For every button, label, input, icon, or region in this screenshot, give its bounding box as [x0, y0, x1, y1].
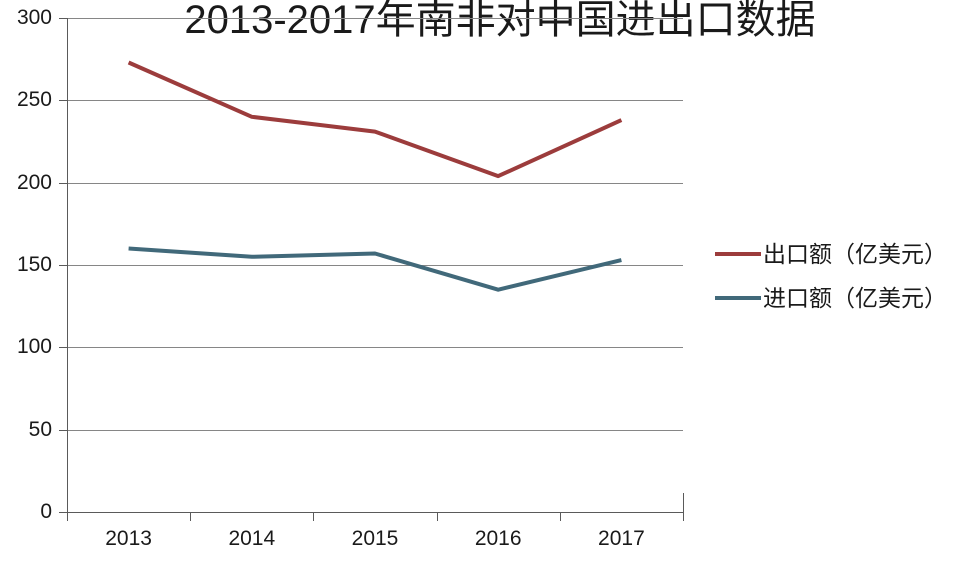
- y-axis-tick-mark: [59, 18, 68, 19]
- x-axis-tick-label: 2015: [351, 527, 399, 550]
- gridline: [67, 347, 683, 348]
- x-axis-tick-mark: [67, 512, 68, 521]
- x-axis-tick-label: 2017: [598, 527, 645, 550]
- chart-title: 2013-2017年南非对中国进出口数据: [184, 0, 816, 42]
- y-axis-tick-label: 300: [16, 6, 52, 29]
- y-axis-tick-mark: [59, 265, 68, 266]
- y-axis-tick-label: 100: [16, 335, 52, 358]
- x-axis-tick-label: 2013: [105, 527, 152, 550]
- legend-label: 出口额（亿美元）: [763, 241, 947, 267]
- y-axis-tick-label: 0: [40, 500, 52, 523]
- x-axis-tick-mark: [683, 512, 684, 521]
- x-axis-tick-mark: [190, 512, 191, 521]
- chart-legend: 出口额（亿美元） 进口额（亿美元）: [715, 232, 967, 320]
- gridline: [67, 18, 683, 19]
- legend-color-swatch: [715, 252, 761, 256]
- y-axis-tick-mark: [59, 430, 68, 431]
- y-axis-tick-label: 200: [16, 171, 52, 194]
- y-axis-tick-mark: [59, 100, 68, 101]
- gridline: [67, 430, 683, 431]
- gridline: [67, 183, 683, 184]
- x-axis-end-cap: [683, 493, 684, 513]
- legend-entry[interactable]: 进口额（亿美元）: [715, 276, 967, 320]
- series-line: [127, 60, 623, 179]
- x-axis-tick-mark: [313, 512, 314, 521]
- y-axis-tick-mark: [59, 347, 68, 348]
- y-axis-tick-mark: [59, 512, 68, 513]
- y-axis-tick-label: 150: [16, 253, 52, 276]
- x-axis-tick-mark: [437, 512, 438, 521]
- series-line: [128, 246, 622, 292]
- y-axis-tick-label: 250: [16, 88, 52, 111]
- legend-label: 进口额（亿美元）: [763, 285, 947, 311]
- legend-color-swatch: [715, 296, 761, 300]
- gridline: [67, 100, 683, 101]
- y-axis-tick-label: 50: [28, 418, 52, 441]
- x-axis-tick-label: 2014: [228, 527, 276, 550]
- x-axis-tick-label: 2016: [474, 527, 522, 550]
- gridline: [67, 265, 683, 266]
- x-axis-line: [67, 512, 684, 513]
- x-axis-tick-mark: [560, 512, 561, 521]
- legend-entry[interactable]: 出口额（亿美元）: [715, 232, 967, 276]
- y-axis-tick-mark: [59, 183, 68, 184]
